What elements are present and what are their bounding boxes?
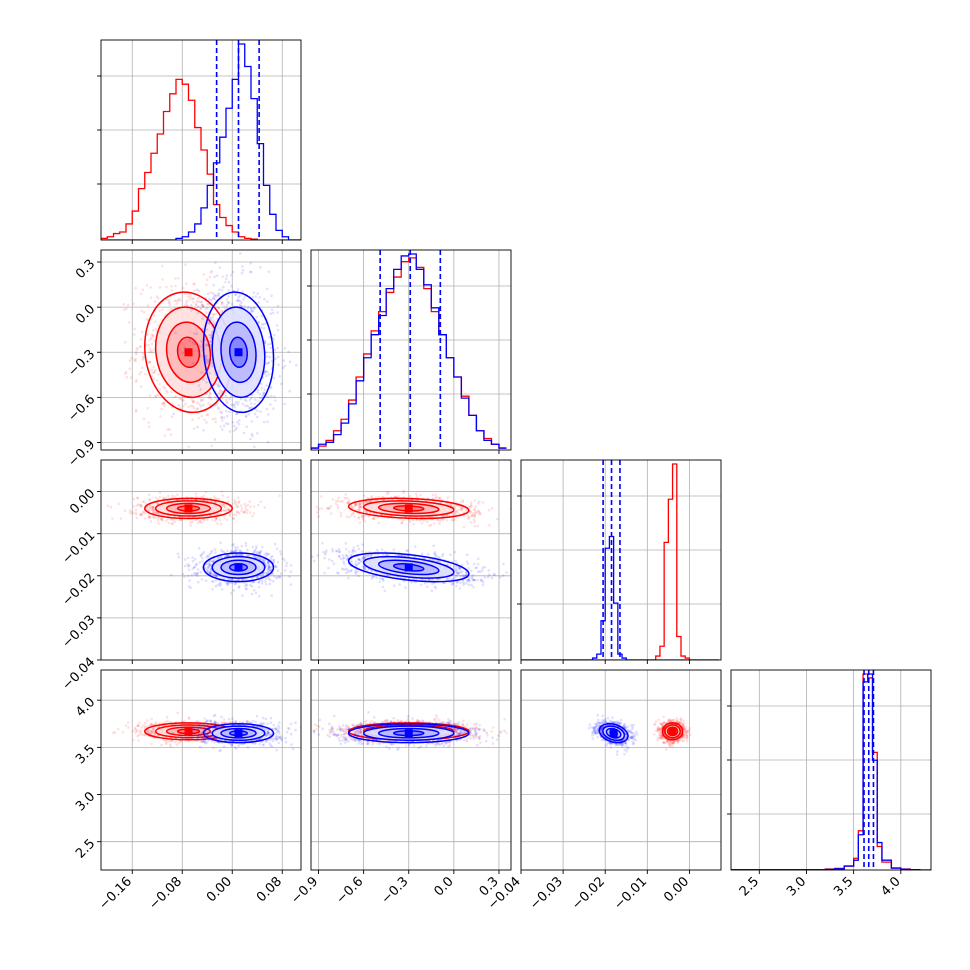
x-tick-label: −0.6: [334, 874, 367, 907]
panel-2-0: −0.04−0.03 −0.02−0.01 0.00: [60, 459, 302, 694]
x-tick-label: −0.01: [611, 874, 650, 913]
density-peak-blue: [404, 563, 413, 572]
contour-blue: [347, 552, 470, 583]
x-tick-label: −0.9: [288, 874, 321, 907]
x-tick-label: −0.03: [527, 874, 566, 913]
y-tick-label: 2.5: [73, 836, 98, 861]
y-tick-label: 0.0: [73, 302, 98, 327]
y-tick-label: −0.3: [65, 347, 98, 380]
y-tick-label: −0.02: [60, 570, 99, 609]
x-tick-label: −0.08: [146, 874, 185, 913]
density-peak-blue: [404, 729, 413, 738]
y-tick-label: 3.5: [73, 742, 98, 767]
panel-2-1: [310, 459, 512, 664]
panel-frame: [310, 669, 512, 871]
x-tick-label: 2.5: [737, 874, 762, 899]
contour-red: [347, 497, 470, 520]
panel-3-3: 2.5 3.0 3.5 4.0: [727, 669, 932, 899]
panel-1-0: −0.9 −0.6 −0.3 0.0 0.3: [65, 249, 302, 470]
panel-frame: [310, 249, 512, 451]
y-tick-label: 3.0: [73, 789, 98, 814]
contour-blue: [202, 291, 275, 414]
density-peak-red: [668, 727, 677, 736]
panel-frame: [310, 459, 512, 661]
panel-2-2: [517, 459, 722, 664]
density-peak-blue: [609, 729, 618, 738]
panel-frame: [100, 459, 302, 661]
density-peak-blue: [234, 563, 243, 572]
density-peak-red: [184, 504, 193, 513]
y-tick-label: −0.6: [65, 392, 98, 425]
panel-frame: [730, 669, 932, 871]
x-tick-label: 0.00: [661, 874, 692, 905]
x-tick-label: 3.0: [784, 874, 809, 899]
x-tick-label: −0.02: [569, 874, 608, 913]
panel-1-1: [307, 249, 512, 454]
histogram-red: [101, 78, 301, 240]
contour-blue: [202, 552, 275, 583]
contour-blue: [598, 723, 629, 744]
y-tick-label: 4.0: [73, 695, 98, 720]
x-tick-label: 3.5: [831, 874, 856, 899]
panel-3-1: −0.9 −0.6 −0.3 0.0 0.3: [288, 669, 512, 907]
y-tick-label: 0.3: [73, 257, 98, 282]
x-tick-label: 4.0: [878, 874, 903, 899]
panel-frame: [100, 39, 302, 241]
x-tick-label: 0.00: [204, 874, 235, 905]
contour-red: [144, 497, 233, 520]
histogram-blue: [311, 253, 507, 450]
x-tick-label: −0.3: [379, 874, 412, 907]
panel-frame: [100, 669, 302, 871]
panel-frame: [520, 459, 722, 661]
density-peak-red: [184, 348, 193, 357]
contour-red: [661, 722, 684, 741]
density-peak-red: [184, 727, 193, 736]
panel-frame: [100, 249, 302, 451]
y-tick-label: 0.00: [67, 486, 98, 517]
y-tick-label: −0.03: [60, 613, 99, 652]
density-peak-blue: [234, 729, 243, 738]
x-tick-label: 0.0: [431, 874, 456, 899]
x-tick-label: −0.16: [96, 874, 135, 913]
x-tick-label: 0.08: [254, 874, 285, 905]
y-tick-label: −0.01: [60, 528, 99, 567]
y-tick-label: −0.04: [60, 655, 99, 694]
panel-0-0: [97, 39, 302, 244]
panel-3-0: 2.5 3.0 3.5 4.0 −0.16 −0.08 0.00 0.08: [73, 669, 302, 913]
histogram-red: [521, 463, 719, 660]
panel-frame: [520, 669, 722, 871]
density-peak-red: [404, 504, 413, 513]
panel-3-2: −0.04 −0.03 −0.02 −0.01 0.00: [485, 669, 722, 913]
density-peak-blue: [234, 348, 243, 357]
contour-blue: [202, 723, 275, 744]
contour-blue: [347, 723, 470, 744]
histogram-blue: [521, 535, 719, 660]
y-tick-label: −0.9: [65, 437, 98, 470]
